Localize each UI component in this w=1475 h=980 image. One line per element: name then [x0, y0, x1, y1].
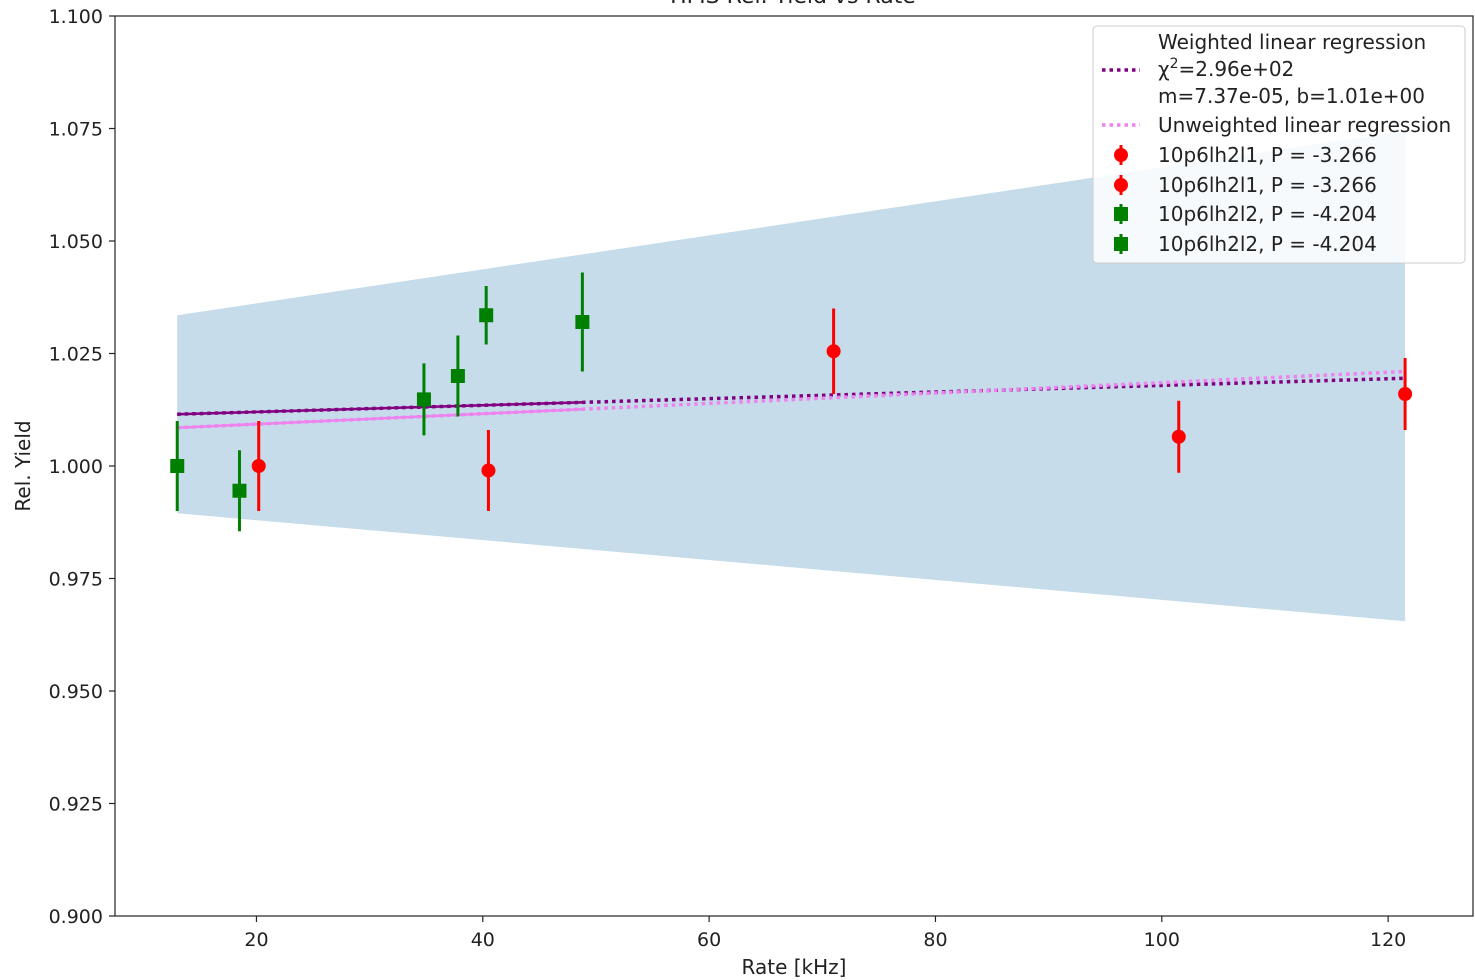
data-point-s2-4	[450, 369, 465, 383]
data-point-s1-1	[251, 459, 266, 473]
y-axis: 0.900 0.925 0.950 0.975 1.000 1.025 1.050 1.075…	[49, 6, 115, 928]
data-point-s2-6	[575, 315, 590, 329]
chart-title: HMS Rel. Yield vs Rate	[670, 0, 916, 9]
legend-marker-4	[1114, 237, 1128, 251]
y-tick-label: 0.900	[49, 906, 103, 928]
data-point-s2-5	[479, 308, 494, 323]
legend-unweighted-label: Unweighted linear regression	[1158, 113, 1451, 137]
data-point-s2-3	[416, 392, 431, 407]
y-tick-label: 0.950	[49, 681, 103, 703]
data-point-s2-2	[232, 483, 247, 498]
y-tick-label: 0.975	[49, 569, 103, 591]
legend-marker-1	[1114, 148, 1128, 162]
data-point-s1-4	[1171, 429, 1186, 444]
data-point-s1-2	[481, 463, 496, 478]
y-axis-label: Rel. Yield	[11, 420, 35, 511]
y-tick-label: 1.000	[49, 456, 103, 478]
x-tick-label: 100	[1144, 929, 1180, 951]
legend-label-1: 10p6lh2l1, P = -3.266	[1158, 143, 1377, 167]
legend-weighted-chi2: χ2=2.96e+02	[1158, 56, 1294, 81]
legend-box	[1092, 25, 1466, 264]
fit-segment-2	[177, 407, 585, 429]
legend-label-4: 10p6lh2l2, P = -4.204	[1158, 232, 1377, 256]
x-tick-label: 60	[697, 929, 721, 951]
y-tick-label: 1.025	[49, 344, 103, 366]
legend-marker-3	[1114, 207, 1128, 221]
y-tick-label: 0.925	[49, 794, 103, 816]
legend-marker-2	[1114, 178, 1128, 192]
x-axis-label: Rate [kHz]	[742, 955, 847, 979]
x-tick-label: 40	[471, 929, 495, 951]
y-tick-label: 1.075	[49, 119, 103, 141]
x-axis: 20 40 60 80 100 120	[244, 916, 1406, 951]
legend-weighted-params: m=7.37e-05, b=1.01e+00	[1158, 84, 1425, 108]
legend-label-3: 10p6lh2l2, P = -4.204	[1158, 202, 1377, 226]
legend-label-2: 10p6lh2l1, P = -3.266	[1158, 173, 1377, 197]
data-point-s1-5	[1398, 387, 1413, 401]
x-tick-label: 80	[923, 929, 947, 951]
x-tick-label: 120	[1370, 929, 1406, 951]
data-point-s1-3	[826, 344, 841, 359]
data-point-s2-1	[170, 459, 185, 473]
x-tick-label: 20	[244, 929, 268, 951]
y-tick-label: 1.050	[49, 231, 103, 253]
legend-weighted-label: Weighted linear regression	[1158, 30, 1426, 54]
y-tick-label: 1.100	[49, 6, 103, 28]
fit-segment-1	[177, 401, 585, 416]
